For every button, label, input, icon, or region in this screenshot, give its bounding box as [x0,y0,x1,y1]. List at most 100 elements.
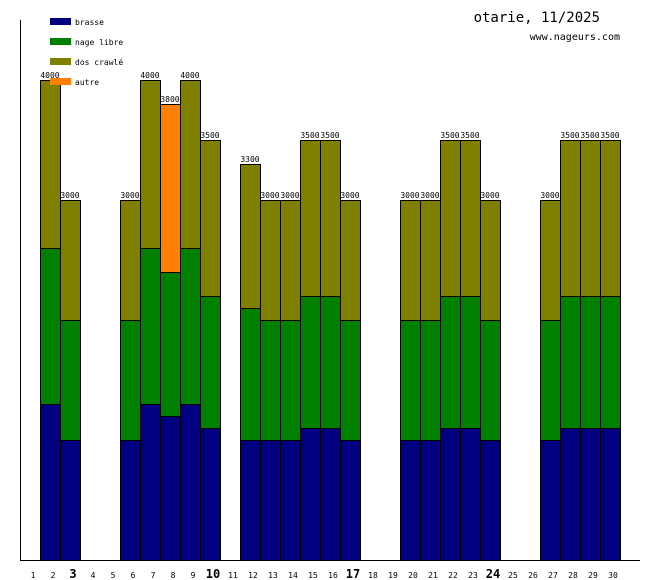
total-label-day-20: 3000 [400,191,419,200]
x-tick-label-8: 8 [171,571,176,580]
bar-segment-brasse-day-27 [540,440,561,561]
bar-segment-nage-libre-day-29 [580,296,601,429]
legend-label-autre: autre [75,78,99,87]
x-tick-label-1: 1 [31,571,36,580]
bar-segment-dos-crawlé-day-27 [540,200,561,321]
bar-segment-nage-libre-day-13 [260,320,281,441]
bar-segment-dos-crawlé-day-6 [120,200,141,321]
bar-segment-nage-libre-day-8 [160,272,181,417]
bar-segment-dos-crawlé-day-10 [200,140,221,297]
bar-segment-dos-crawlé-day-9 [180,80,201,249]
x-tick-label-15: 15 [308,571,318,580]
total-label-day-22: 3500 [440,131,459,140]
total-label-day-24: 3000 [480,191,499,200]
bar-segment-dos-crawlé-day-28 [560,140,581,297]
x-tick-label-20: 20 [408,571,418,580]
bar-segment-brasse-day-13 [260,440,281,561]
total-label-day-7: 4000 [140,71,159,80]
total-label-day-30: 3500 [600,131,619,140]
bar-segment-brasse-day-7 [140,404,161,561]
bar-segment-dos-crawlé-day-16 [320,140,341,297]
total-label-day-16: 3500 [320,131,339,140]
bar-segment-nage-libre-day-21 [420,320,441,441]
bar-segment-nage-libre-day-20 [400,320,421,441]
bar-segment-brasse-day-17 [340,440,361,561]
total-label-day-21: 3000 [420,191,439,200]
bar-segment-nage-libre-day-22 [440,296,461,429]
bar-segment-brasse-day-29 [580,428,601,561]
bar-segment-dos-crawlé-day-23 [460,140,481,297]
bar-segment-brasse-day-12 [240,440,261,561]
x-tick-label-9: 9 [191,571,196,580]
bar-segment-nage-libre-day-9 [180,248,201,405]
x-tick-label-5: 5 [111,571,116,580]
total-label-day-2: 4000 [40,71,59,80]
bar-segment-nage-libre-day-30 [600,296,621,429]
legend-swatch-autre [50,78,71,85]
x-tick-label-2: 2 [51,571,56,580]
bar-segment-brasse-day-10 [200,428,221,561]
bar-segment-brasse-day-24 [480,440,501,561]
total-label-day-3: 3000 [60,191,79,200]
bar-segment-brasse-day-14 [280,440,301,561]
x-tick-label-12: 12 [248,571,258,580]
bar-segment-brasse-day-20 [400,440,421,561]
x-tick-label-3: 3 [69,567,76,580]
total-label-day-9: 4000 [180,71,199,80]
bar-segment-brasse-day-21 [420,440,441,561]
bar-segment-autre-day-8 [160,104,181,273]
legend-label-nage-libre: nage libre [75,38,123,47]
x-tick-label-27: 27 [548,571,558,580]
bar-segment-nage-libre-day-27 [540,320,561,441]
bar-segment-nage-libre-day-24 [480,320,501,441]
bar-segment-dos-crawlé-day-15 [300,140,321,297]
x-tick-label-21: 21 [428,571,438,580]
bar-segment-brasse-day-28 [560,428,581,561]
x-tick-label-7: 7 [151,571,156,580]
bar-segment-nage-libre-day-6 [120,320,141,441]
legend-swatch-nage-libre [50,38,71,45]
legend-swatch-brasse [50,18,71,25]
bar-segment-brasse-day-6 [120,440,141,561]
bar-segment-dos-crawlé-day-7 [140,80,161,249]
bar-segment-dos-crawlé-day-30 [600,140,621,297]
total-label-day-15: 3500 [300,131,319,140]
bar-segment-nage-libre-day-2 [40,248,61,405]
total-label-day-14: 3000 [280,191,299,200]
bar-segment-brasse-day-8 [160,416,181,561]
total-label-day-8: 3800 [160,95,179,104]
bar-segment-brasse-day-3 [60,440,81,561]
x-tick-label-24: 24 [486,567,500,580]
x-tick-label-13: 13 [268,571,278,580]
bar-segment-nage-libre-day-10 [200,296,221,429]
x-tick-label-28: 28 [568,571,578,580]
x-tick-label-4: 4 [91,571,96,580]
bar-segment-brasse-day-2 [40,404,61,561]
total-label-day-12: 3300 [240,155,259,164]
bar-segment-dos-crawlé-day-14 [280,200,301,321]
bar-segment-dos-crawlé-day-21 [420,200,441,321]
bar-segment-dos-crawlé-day-17 [340,200,361,321]
bar-segment-nage-libre-day-16 [320,296,341,429]
bar-segment-nage-libre-day-23 [460,296,481,429]
bar-segment-dos-crawlé-day-2 [40,80,61,249]
legend-swatch-dos-crawlé [50,58,71,65]
x-tick-label-22: 22 [448,571,458,580]
total-label-day-13: 3000 [260,191,279,200]
bar-segment-nage-libre-day-14 [280,320,301,441]
x-tick-label-23: 23 [468,571,478,580]
bar-segment-nage-libre-day-7 [140,248,161,405]
x-tick-label-6: 6 [131,571,136,580]
total-label-day-10: 3500 [200,131,219,140]
bar-segment-brasse-day-9 [180,404,201,561]
total-label-day-23: 3500 [460,131,479,140]
x-tick-label-14: 14 [288,571,298,580]
site-link[interactable]: www.nageurs.com [529,32,620,43]
x-tick-label-11: 11 [228,571,238,580]
bar-segment-nage-libre-day-28 [560,296,581,429]
x-tick-label-17: 17 [346,567,360,580]
bar-segment-nage-libre-day-12 [240,308,261,441]
legend-label-dos-crawlé: dos crawlé [75,57,123,67]
bar-segment-dos-crawlé-day-22 [440,140,461,297]
